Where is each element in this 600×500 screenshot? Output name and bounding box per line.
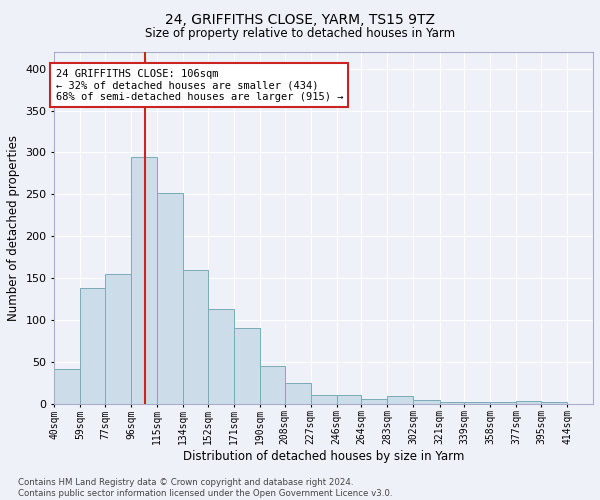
Bar xyxy=(284,383,311,404)
Text: Size of property relative to detached houses in Yarm: Size of property relative to detached ho… xyxy=(145,28,455,40)
Bar xyxy=(516,401,541,404)
Bar xyxy=(541,402,567,404)
Bar xyxy=(157,192,183,404)
Y-axis label: Number of detached properties: Number of detached properties xyxy=(7,135,20,321)
Bar xyxy=(105,274,131,404)
Bar xyxy=(413,400,440,404)
Bar xyxy=(208,309,234,404)
Text: 24 GRIFFITHS CLOSE: 106sqm
← 32% of detached houses are smaller (434)
68% of sem: 24 GRIFFITHS CLOSE: 106sqm ← 32% of deta… xyxy=(56,68,343,102)
Bar xyxy=(80,288,105,404)
Bar xyxy=(260,366,284,404)
X-axis label: Distribution of detached houses by size in Yarm: Distribution of detached houses by size … xyxy=(183,450,464,463)
Text: Contains HM Land Registry data © Crown copyright and database right 2024.
Contai: Contains HM Land Registry data © Crown c… xyxy=(18,478,392,498)
Bar xyxy=(311,396,337,404)
Bar xyxy=(131,156,157,404)
Bar xyxy=(183,270,208,404)
Bar xyxy=(388,396,413,404)
Bar xyxy=(440,402,464,404)
Bar xyxy=(464,402,490,404)
Bar xyxy=(490,402,516,404)
Text: 24, GRIFFITHS CLOSE, YARM, TS15 9TZ: 24, GRIFFITHS CLOSE, YARM, TS15 9TZ xyxy=(165,12,435,26)
Bar xyxy=(361,398,388,404)
Bar xyxy=(234,328,260,404)
Bar xyxy=(337,396,361,404)
Bar xyxy=(54,368,80,404)
